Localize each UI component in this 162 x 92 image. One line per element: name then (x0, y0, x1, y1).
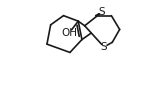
Text: S: S (99, 7, 105, 17)
Text: S: S (101, 42, 107, 52)
Text: OH: OH (61, 28, 77, 38)
